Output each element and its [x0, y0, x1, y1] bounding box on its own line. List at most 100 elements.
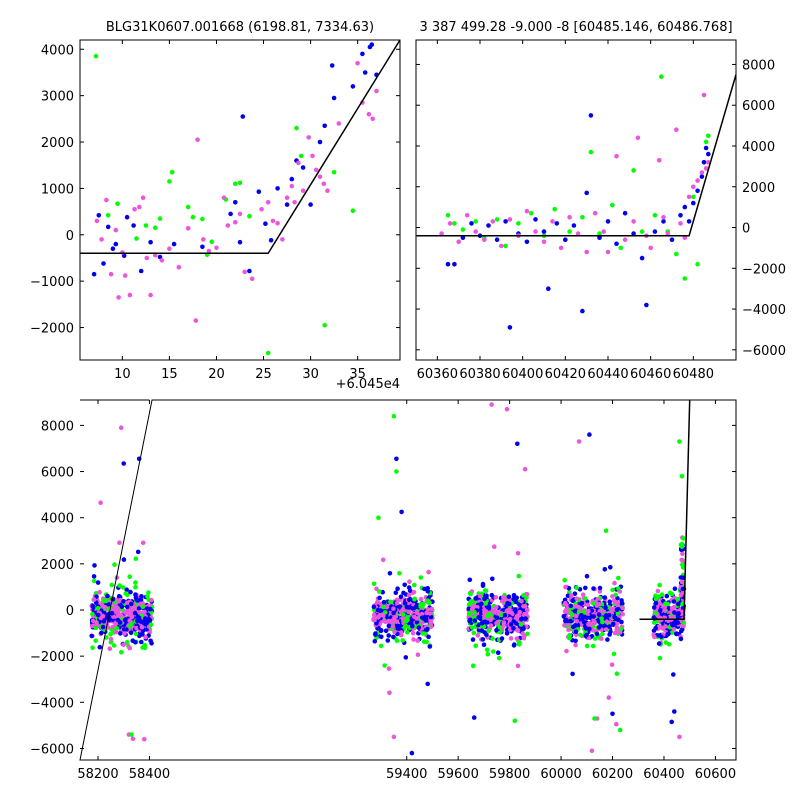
data-point-green [294, 125, 299, 131]
data-point-blue [402, 582, 408, 588]
data-point-green [580, 215, 585, 220]
data-point-blue [369, 42, 375, 47]
data-point-blue [571, 223, 577, 228]
data-point-magenta [609, 662, 615, 667]
data-point-magenta [703, 166, 709, 171]
data-point-green [397, 571, 402, 576]
data-point-magenta [671, 626, 677, 632]
data-point-magenta [370, 116, 376, 122]
data-point-blue [579, 600, 585, 606]
data-point-blue [603, 605, 608, 610]
data-point-magenta [488, 617, 494, 622]
data-point-magenta [129, 614, 135, 620]
data-point-blue [691, 200, 696, 206]
data-point-blue [644, 302, 649, 308]
data-point-magenta [519, 598, 524, 604]
data-point-blue [101, 619, 107, 624]
data-point-green [420, 631, 426, 636]
y-tick-label: 6000 [742, 99, 775, 114]
data-point-blue [614, 241, 619, 247]
data-point-magenta [99, 237, 104, 242]
data-point-blue [124, 627, 129, 632]
data-point-blue [142, 616, 148, 621]
data-point-magenta [515, 663, 521, 669]
data-point-magenta [122, 273, 128, 278]
data-point-blue [138, 268, 144, 274]
data-point-magenta [494, 621, 499, 626]
data-point-blue [119, 604, 125, 609]
data-point-magenta [140, 195, 146, 200]
data-point-green [675, 596, 681, 602]
data-point-magenta [701, 92, 707, 98]
data-point-magenta [565, 608, 570, 614]
data-point-blue [289, 176, 295, 182]
data-point-magenta [550, 219, 555, 224]
data-point-green [667, 590, 673, 596]
data-point-magenta [592, 210, 598, 216]
data-point-green [412, 596, 418, 602]
x-tick-label: 60380 [459, 367, 500, 382]
data-point-magenta [524, 208, 530, 214]
data-point-blue [706, 151, 711, 157]
data-point-green [133, 584, 138, 590]
data-point-blue [410, 606, 415, 611]
data-point-blue [425, 626, 430, 632]
data-point-green [590, 643, 596, 649]
data-point-blue [678, 636, 684, 642]
data-point-blue [121, 557, 127, 562]
data-point-magenta [614, 721, 619, 727]
data-point-blue [580, 308, 585, 314]
data-point-blue [652, 229, 658, 234]
data-point-green [677, 439, 682, 444]
data-point-blue [490, 576, 495, 582]
data-point-magenta [111, 606, 117, 612]
data-point-magenta [464, 213, 470, 218]
data-point-magenta [143, 634, 148, 640]
data-point-blue [96, 213, 102, 218]
data-point-green [157, 216, 163, 221]
data-point-magenta [126, 609, 131, 615]
data-point-blue [587, 626, 592, 632]
data-point-green [657, 582, 662, 588]
data-point-magenta [140, 540, 146, 546]
data-point-magenta [414, 616, 420, 621]
data-point-magenta [612, 580, 617, 586]
data-point-blue [133, 639, 138, 645]
data-point-magenta [524, 607, 530, 613]
data-point-blue [401, 590, 406, 596]
data-point-magenta [176, 264, 182, 270]
x-tick-label: 60440 [587, 367, 628, 382]
data-point-magenta [195, 137, 200, 142]
data-point-magenta [355, 60, 360, 66]
data-point-magenta [375, 600, 380, 605]
data-point-blue [360, 51, 365, 57]
data-point-green [483, 588, 489, 594]
data-point-green [109, 582, 115, 588]
data-point-blue [322, 123, 328, 129]
data-point-blue [672, 610, 677, 615]
data-point-magenta [132, 605, 137, 611]
x-tick-label: 60360 [417, 367, 458, 382]
data-point-blue [619, 619, 624, 625]
data-point-magenta [400, 615, 406, 621]
data-point-blue [471, 715, 477, 720]
data-point-blue [507, 601, 512, 607]
data-point-magenta [504, 406, 510, 412]
data-point-green [512, 718, 518, 724]
data-point-magenta [113, 227, 119, 233]
data-point-magenta [575, 231, 581, 236]
data-point-magenta [399, 630, 404, 635]
data-point-magenta [588, 621, 594, 627]
data-point-blue [581, 619, 587, 625]
data-point-blue [148, 239, 153, 245]
data-point-blue [524, 239, 530, 245]
x-tick-label: 60000 [540, 767, 581, 782]
data-point-magenta [292, 200, 297, 205]
data-point-magenta [620, 605, 625, 611]
data-point-green [376, 515, 381, 520]
data-point-magenta [482, 610, 487, 615]
data-point-green [516, 221, 521, 226]
data-point-blue [666, 606, 672, 611]
data-point-magenta [225, 223, 231, 228]
data-point-blue [149, 641, 154, 646]
